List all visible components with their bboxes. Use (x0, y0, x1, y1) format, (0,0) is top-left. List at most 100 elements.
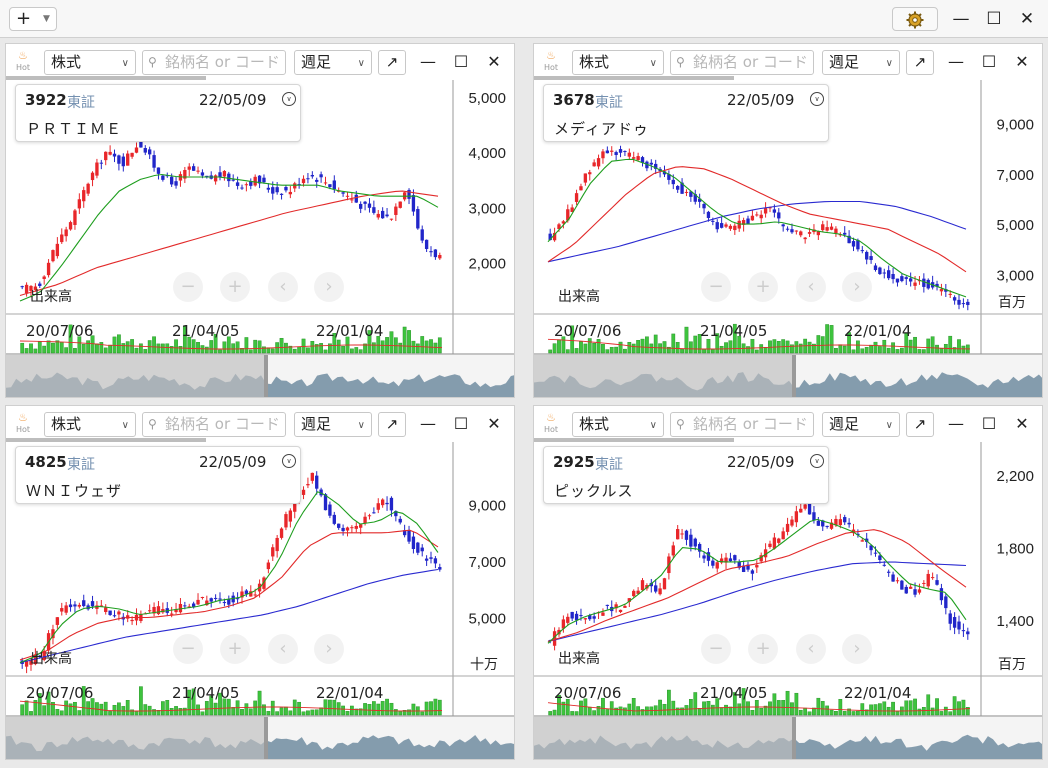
panel-minimize-button[interactable]: — (420, 52, 436, 71)
volume-unit: 百万 (998, 657, 1026, 673)
panel-maximize-button[interactable]: ☐ (981, 52, 997, 71)
period-select[interactable]: 週足 ∨ (294, 412, 372, 437)
period-select[interactable]: 週足 ∨ (822, 50, 900, 75)
hot-toggle[interactable]: ♨ Hot (12, 49, 34, 77)
zoom-out-button[interactable]: − (701, 272, 731, 302)
chevron-down-icon[interactable]: ∨ (282, 454, 296, 468)
price-chart[interactable]: 9,000 7,000 5,000 (6, 442, 515, 760)
popout-button[interactable]: ↗ (378, 50, 406, 75)
market-select[interactable]: 株式 ∨ (44, 50, 136, 75)
candle-body (183, 169, 187, 179)
chevron-down-icon[interactable]: ∨ (810, 454, 824, 468)
zoom-out-button[interactable]: − (173, 272, 203, 302)
hot-toggle[interactable]: ♨ Hot (12, 411, 34, 439)
panel-close-button[interactable]: ✕ (487, 52, 501, 71)
prev-button[interactable]: ‹ (796, 634, 826, 664)
zoom-out-button[interactable]: − (173, 634, 203, 664)
panel-maximize-button[interactable]: ☐ (453, 414, 469, 433)
panel-minimize-button[interactable]: — (948, 414, 964, 433)
volume-bar (218, 349, 222, 354)
zoom-in-button[interactable]: + (748, 272, 778, 302)
volume-bar (284, 706, 288, 716)
zoom-in-button[interactable]: + (220, 634, 250, 664)
symbol-search-input[interactable]: ⚲ 銘柄名 or コード (142, 50, 286, 75)
close-window-button[interactable]: ✕ (1019, 9, 1035, 29)
candle-body (926, 573, 930, 587)
panel-close-button[interactable]: ✕ (487, 414, 501, 433)
panel-close-button[interactable]: ✕ (1015, 414, 1029, 433)
volume-bar (433, 698, 438, 716)
prev-button[interactable]: ‹ (268, 634, 298, 664)
period-select[interactable]: 週足 ∨ (294, 50, 372, 75)
candle-body (697, 543, 702, 552)
candle-body (741, 565, 746, 573)
price-chart[interactable]: 9,000 7,000 5,000 3,000 (534, 80, 1043, 398)
search-icon: ⚲ (676, 55, 685, 69)
zoom-in-button[interactable]: + (748, 634, 778, 664)
candle-body (724, 557, 728, 563)
popout-button[interactable]: ↗ (906, 50, 934, 75)
volume-ma-line (547, 702, 971, 712)
candle-body (112, 615, 117, 617)
chevron-down-icon: ∨ (885, 420, 893, 431)
maximize-window-button[interactable]: ☐ (986, 9, 1002, 29)
candle-body (73, 604, 77, 607)
volume-bar (856, 710, 860, 716)
market-select[interactable]: 株式 ∨ (572, 412, 664, 437)
next-button[interactable]: › (314, 272, 344, 302)
volume-unit: 百万 (998, 295, 1026, 311)
popout-button[interactable]: ↗ (906, 412, 934, 437)
period-select[interactable]: 週足 ∨ (822, 412, 900, 437)
hot-toggle[interactable]: ♨ Hot (540, 411, 562, 439)
navigator-handle (792, 355, 796, 397)
volume-bar (873, 704, 878, 716)
candle-body (420, 229, 424, 241)
hot-toggle[interactable]: ♨ Hot (540, 49, 562, 77)
prev-button[interactable]: ‹ (796, 272, 826, 302)
market-select[interactable]: 株式 ∨ (572, 50, 664, 75)
volume-label: 出来高 (558, 289, 600, 305)
candle-body (319, 489, 323, 496)
zoom-in-button[interactable]: + (220, 272, 250, 302)
volume-bar (429, 339, 433, 354)
candle-body (790, 519, 794, 526)
market-select[interactable]: 株式 ∨ (44, 412, 136, 437)
candle-body (834, 228, 838, 234)
next-button[interactable]: › (842, 272, 872, 302)
add-chart-button[interactable]: + ▼ (9, 7, 57, 31)
chart-panel: ♨ Hot 株式 ∨ ⚲ 銘柄名 or コード 週足 ∨ ↗ — ☐ ✕ 9,0… (533, 43, 1043, 398)
price-chart[interactable]: 5,000 4,000 3,000 2,000 (6, 80, 515, 398)
popout-button[interactable]: ↗ (378, 412, 406, 437)
chevron-down-icon[interactable]: ∨ (810, 92, 824, 106)
volume-bar (939, 348, 944, 354)
candle-body (332, 180, 336, 190)
volume-bar (693, 692, 698, 716)
volume-bar (829, 325, 834, 354)
candle-body (323, 494, 328, 511)
panel-minimize-button[interactable]: — (420, 414, 436, 433)
panel-minimize-button[interactable]: — (948, 52, 964, 71)
symbol-search-input[interactable]: ⚲ 銘柄名 or コード (670, 412, 814, 437)
minimize-window-button[interactable]: — (952, 9, 970, 29)
price-chart[interactable]: 2,200 1,800 1,400 (534, 442, 1043, 760)
candle-body (865, 538, 869, 542)
panel-maximize-button[interactable]: ☐ (453, 52, 469, 71)
next-button[interactable]: › (314, 634, 344, 664)
volume-bar (240, 709, 244, 716)
chevron-down-icon[interactable]: ∨ (282, 92, 296, 106)
navigator-mask (534, 355, 792, 397)
candle-body (33, 286, 38, 290)
prev-button[interactable]: ‹ (268, 272, 298, 302)
volume-bar (363, 703, 367, 716)
panel-maximize-button[interactable]: ☐ (981, 414, 997, 433)
volume-bar (957, 339, 961, 354)
settings-button[interactable] (892, 7, 938, 31)
candle-body (794, 230, 799, 232)
volume-bar (886, 347, 891, 354)
candle-body (750, 215, 755, 221)
next-button[interactable]: › (842, 634, 872, 664)
zoom-out-button[interactable]: − (701, 634, 731, 664)
panel-close-button[interactable]: ✕ (1015, 52, 1029, 71)
symbol-search-input[interactable]: ⚲ 銘柄名 or コード (142, 412, 286, 437)
symbol-search-input[interactable]: ⚲ 銘柄名 or コード (670, 50, 814, 75)
